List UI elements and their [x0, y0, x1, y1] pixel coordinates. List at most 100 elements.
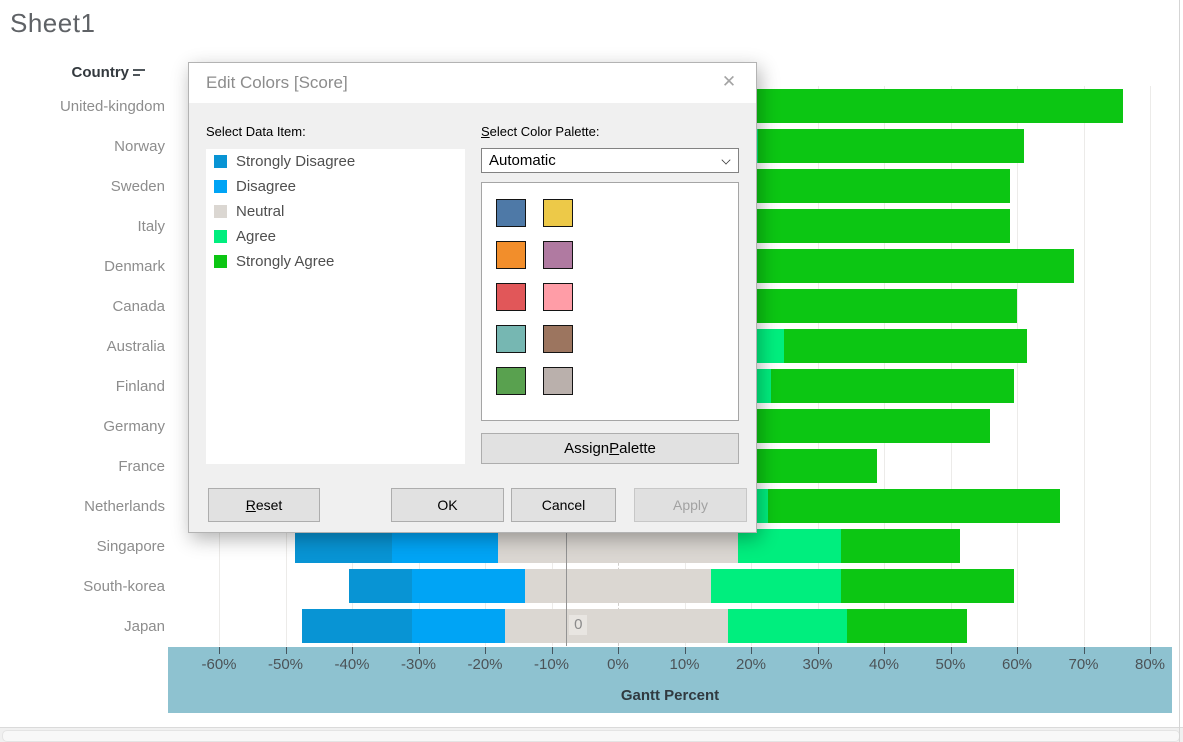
axis-tick-mark [219, 647, 220, 654]
bar-segment[interactable] [770, 369, 1014, 403]
palette-swatch[interactable] [543, 241, 573, 269]
scrollbar-track[interactable] [2, 730, 1180, 742]
dialog-title: Edit Colors [Score] [206, 73, 348, 92]
row-label[interactable]: Denmark [104, 257, 165, 275]
close-icon[interactable]: ✕ [721, 72, 737, 91]
axis-tick-label: -60% [201, 656, 237, 673]
axis-tick-mark [684, 647, 686, 654]
page-title: Sheet1 [10, 8, 96, 38]
bar-segment[interactable] [295, 529, 392, 563]
palette-swatch[interactable] [496, 325, 526, 353]
bar-segment[interactable] [348, 569, 412, 603]
color-swatch-icon [214, 230, 227, 243]
color-swatch-icon [214, 180, 227, 193]
palette-swatch[interactable] [543, 283, 573, 311]
bar-segment[interactable] [737, 529, 841, 563]
palette-swatch[interactable] [543, 199, 573, 227]
row-label[interactable]: South-korea [83, 577, 165, 595]
horizontal-scrollbar[interactable] [0, 727, 1183, 742]
bar-segment[interactable] [767, 489, 1061, 523]
axis-tick-mark [884, 647, 885, 654]
palette-swatch[interactable] [543, 367, 573, 395]
palette-swatch[interactable] [543, 325, 573, 353]
legend-item[interactable]: Disagree [206, 174, 465, 199]
bar-segment[interactable] [737, 89, 1124, 123]
bar-segment[interactable] [302, 609, 412, 643]
palette-dropdown[interactable]: Automatic [481, 148, 739, 173]
axis-tick-label: -20% [467, 656, 503, 673]
country-header-label: Country [71, 64, 130, 81]
row-label[interactable]: Germany [103, 417, 165, 435]
bar-segment[interactable] [784, 329, 1027, 363]
axis-tick-mark [1017, 647, 1018, 654]
bar-segment[interactable] [411, 569, 525, 603]
bar-segment[interactable] [391, 529, 499, 563]
bar-segment[interactable] [840, 529, 961, 563]
legend-item[interactable]: Neutral [206, 199, 465, 224]
bar-segment[interactable] [751, 289, 1017, 323]
axis-tick-label: 30% [802, 656, 833, 673]
select-color-palette-label: Select Color Palette: [481, 124, 600, 139]
bar-segment[interactable] [751, 409, 991, 443]
axis-tick-label: -10% [533, 656, 570, 673]
bar-segment[interactable] [498, 529, 738, 563]
bar-segment[interactable] [411, 609, 505, 643]
bar-segment[interactable] [737, 249, 1074, 283]
axis-tick-mark [817, 647, 819, 654]
dialog-titlebar[interactable]: Edit Colors [Score] ✕ [189, 63, 756, 103]
legend-item[interactable]: Agree [206, 224, 465, 249]
bar-segment[interactable] [504, 609, 728, 643]
palette-swatch[interactable] [496, 199, 526, 227]
row-label[interactable]: Canada [112, 297, 165, 315]
color-swatch-icon [214, 255, 227, 268]
bar-segment[interactable] [737, 449, 878, 483]
row-label[interactable]: France [118, 457, 165, 475]
country-column-header[interactable]: Country [0, 64, 145, 81]
sort-bars-icon[interactable] [133, 68, 145, 79]
row-label[interactable]: United-kingdom [59, 97, 165, 115]
data-item-list[interactable]: Strongly Disagree Disagree Neutral Agree Str… [206, 149, 465, 464]
x-axis-title: Gantt Percent [620, 687, 720, 704]
bar-row [168, 606, 1172, 646]
bar-segment[interactable] [840, 569, 1014, 603]
bar-segment[interactable] [524, 569, 712, 603]
row-label[interactable]: Norway [114, 137, 165, 155]
row-label[interactable]: Italy [137, 217, 165, 235]
row-label[interactable]: Australia [106, 337, 165, 355]
palette-swatch[interactable] [496, 367, 526, 395]
legend-item-label: Disagree [236, 178, 297, 195]
row-label[interactable]: Finland [115, 377, 165, 395]
axis-tick-label: 50% [935, 656, 966, 673]
bar-segment[interactable] [711, 569, 841, 603]
legend-item[interactable]: Strongly Disagree [206, 149, 465, 174]
bar-segment[interactable] [751, 209, 1011, 243]
palette-panel [481, 182, 739, 421]
palette-swatch[interactable] [496, 241, 526, 269]
bar-segment[interactable] [757, 129, 1024, 163]
axis-tick-label: 0% [607, 656, 629, 673]
bar-segment[interactable] [727, 609, 848, 643]
bar-segment[interactable] [847, 609, 968, 643]
legend-item[interactable]: Strongly Agree [206, 249, 465, 274]
axis-tick-mark [1083, 647, 1085, 654]
legend-item-label: Agree [236, 228, 277, 245]
row-label[interactable]: Singapore [96, 537, 165, 555]
row-label[interactable]: Sweden [110, 177, 165, 195]
axis-tick-label: -30% [400, 656, 437, 673]
bar-segment[interactable] [744, 169, 1011, 203]
apply-button: Apply [634, 488, 747, 522]
axis-tick-label: -40% [334, 656, 370, 673]
gridline [1017, 86, 1018, 646]
legend-item-label: Strongly Disagree [236, 153, 356, 170]
ok-button[interactable]: OK [391, 488, 504, 522]
cancel-button[interactable]: Cancel [511, 488, 616, 522]
axis-tick-mark [485, 647, 486, 654]
row-label[interactable]: Netherlands [84, 497, 165, 515]
x-axis-band[interactable]: Gantt Percent -60% -50% -40% -30% -20% -10% 0%… [168, 647, 1172, 713]
row-label[interactable]: Japan [124, 617, 165, 635]
palette-swatch[interactable] [496, 283, 526, 311]
axis-tick-mark [950, 647, 952, 654]
legend-item-label: Strongly Agree [236, 253, 335, 270]
